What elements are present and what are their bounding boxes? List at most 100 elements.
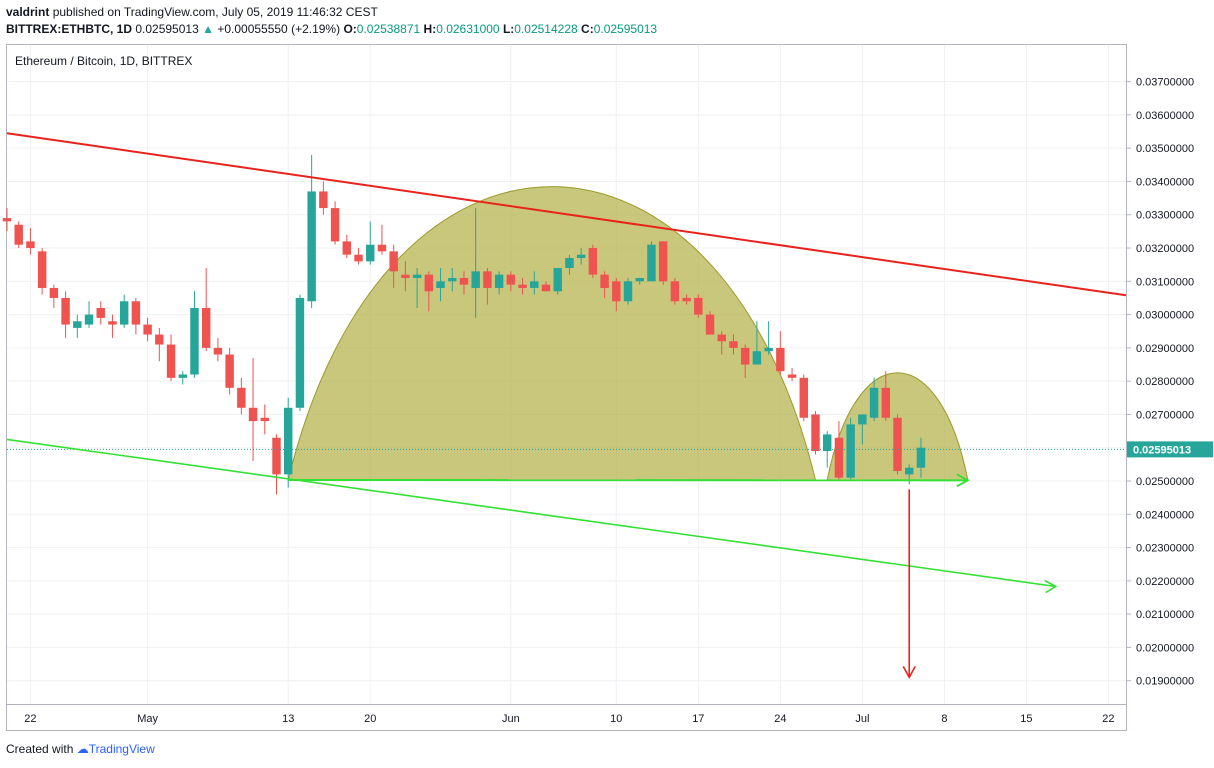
candle-up xyxy=(494,274,504,288)
candle-down xyxy=(717,334,726,342)
change-value: +0.00055550 (+2.19%) xyxy=(217,22,341,36)
publish-text: published on TradingView.com, July 05, 2… xyxy=(52,5,378,19)
candle-up xyxy=(73,321,82,328)
time-tick-label: May xyxy=(137,713,158,725)
trend-lines xyxy=(6,132,1127,680)
time-tick-label: Jul xyxy=(855,713,869,725)
price-tick-label: 0.03300000 xyxy=(1136,210,1194,222)
candle-down xyxy=(834,437,844,478)
candle-down xyxy=(389,251,398,272)
candle-down xyxy=(811,414,820,452)
candle-up xyxy=(84,314,94,325)
time-tick-label: 24 xyxy=(774,713,786,725)
price-axis-labels: 0.03700000 0.03600000 0.03500000 0.03400000… xyxy=(1126,77,1213,688)
candle-down xyxy=(612,281,621,302)
last-price-label: 0.02595013 xyxy=(1133,444,1191,456)
time-tick-label: 22 xyxy=(1102,713,1114,725)
price-tick-label: 0.02100000 xyxy=(1136,609,1194,621)
candle-up xyxy=(412,274,422,278)
candle-up xyxy=(846,424,855,478)
time-tick-label: 13 xyxy=(282,713,294,725)
candle-down xyxy=(600,274,609,288)
price-tick-label: 0.03700000 xyxy=(1136,77,1194,89)
target-arrowhead xyxy=(902,665,916,680)
tradingview-link[interactable]: TradingView xyxy=(88,742,155,756)
price-tick-label: 0.02500000 xyxy=(1136,476,1194,488)
time-axis[interactable] xyxy=(6,705,1127,731)
candle-down xyxy=(319,191,328,209)
price-tick-label: 0.02200000 xyxy=(1136,576,1194,588)
low-label: L: xyxy=(502,22,515,36)
candle-up xyxy=(295,297,305,408)
candle-down xyxy=(401,274,410,278)
candle-down xyxy=(354,254,363,262)
candle-down xyxy=(506,274,516,285)
candle-up xyxy=(366,244,375,262)
candle-down xyxy=(201,307,211,348)
candle-down xyxy=(729,341,738,348)
candle-up xyxy=(916,447,926,468)
candle-down xyxy=(670,281,680,302)
cup-pattern xyxy=(287,186,817,481)
candle-down xyxy=(459,277,469,285)
candle-down xyxy=(237,387,246,408)
candle-down xyxy=(37,251,47,288)
candle-down xyxy=(541,284,551,292)
candle-up xyxy=(576,254,586,259)
price-tick-label: 0.03100000 xyxy=(1136,276,1194,288)
candle-down xyxy=(881,387,891,418)
candle-up xyxy=(283,407,293,475)
candle-up xyxy=(307,191,316,302)
candle-down xyxy=(213,347,223,355)
candle-down xyxy=(260,417,269,422)
candle-down xyxy=(155,334,164,345)
candle-up xyxy=(764,347,773,352)
candle-down xyxy=(49,287,59,298)
price-tick-label: 0.02900000 xyxy=(1136,343,1194,355)
price-tick-label: 0.03000000 xyxy=(1136,310,1194,322)
symbol-label: BITTREX:ETHBTC, 1D xyxy=(6,22,132,36)
candle-down xyxy=(705,314,715,335)
time-axis-labels: 22 May 13 20 Jun 10 17 24 Jul 8 15 22 xyxy=(24,713,1114,725)
candle-up xyxy=(752,351,762,365)
candle-down xyxy=(377,244,387,252)
candle-down xyxy=(776,347,785,372)
candle-down xyxy=(518,284,527,288)
candle-down xyxy=(131,301,141,325)
last-price-badge xyxy=(1127,441,1213,458)
candle-down xyxy=(225,354,234,388)
candle-up xyxy=(471,271,480,288)
author-name[interactable]: valdrint xyxy=(6,5,50,19)
candle-down xyxy=(787,374,797,378)
chart-legend[interactable]: Ethereum / Bitcoin, 1D, BITTREX xyxy=(15,54,193,68)
candle-down xyxy=(272,437,281,475)
candle-up xyxy=(565,258,574,268)
footer: Created with ☁TradingView xyxy=(6,742,155,756)
high-label: H: xyxy=(423,22,437,36)
candle-down xyxy=(248,407,258,422)
time-tick-label: 15 xyxy=(1020,713,1032,725)
pattern-shapes xyxy=(287,186,969,481)
candle-up xyxy=(553,267,562,292)
candle-down xyxy=(2,218,12,222)
price-tick-label: 0.02700000 xyxy=(1136,409,1194,421)
candle-down xyxy=(658,241,668,282)
price-tick-label: 0.03200000 xyxy=(1136,243,1194,255)
price-tick-label: 0.02000000 xyxy=(1136,642,1194,654)
high-value: 0.02631000 xyxy=(436,22,500,36)
symbol-summary: BITTREX:ETHBTC, 1D 0.02595013 ▲ +0.00055… xyxy=(6,22,657,36)
candle-down xyxy=(682,297,691,302)
candle-down xyxy=(143,324,152,335)
candle-down xyxy=(588,248,598,275)
publish-info: valdrint published on TradingView.com, J… xyxy=(6,5,378,19)
candle-down xyxy=(424,274,434,292)
candle-up xyxy=(190,307,199,375)
time-tick-label: 17 xyxy=(692,713,704,725)
last-price: 0.02595013 xyxy=(135,22,199,36)
neckline-arrowhead xyxy=(956,473,970,488)
chart-panel[interactable] xyxy=(6,44,1127,705)
support-arrowhead xyxy=(1044,579,1058,594)
candle-up xyxy=(623,281,633,302)
candle-up xyxy=(530,281,539,288)
